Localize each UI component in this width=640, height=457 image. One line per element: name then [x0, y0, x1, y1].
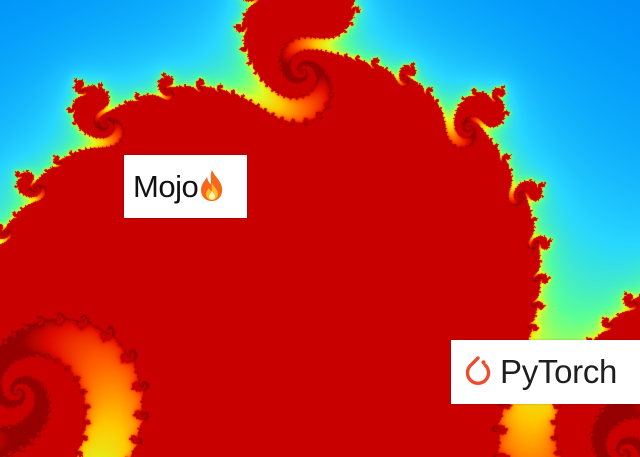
- fire-emoji-icon: [201, 169, 223, 201]
- mojo-label: Mojo: [133, 168, 199, 204]
- pytorch-logo-icon: [465, 356, 491, 385]
- pytorch-label: PyTorch: [500, 353, 618, 390]
- pytorch-label-box: PyTorch: [451, 340, 640, 404]
- mojo-label-box: Mojo: [124, 155, 247, 218]
